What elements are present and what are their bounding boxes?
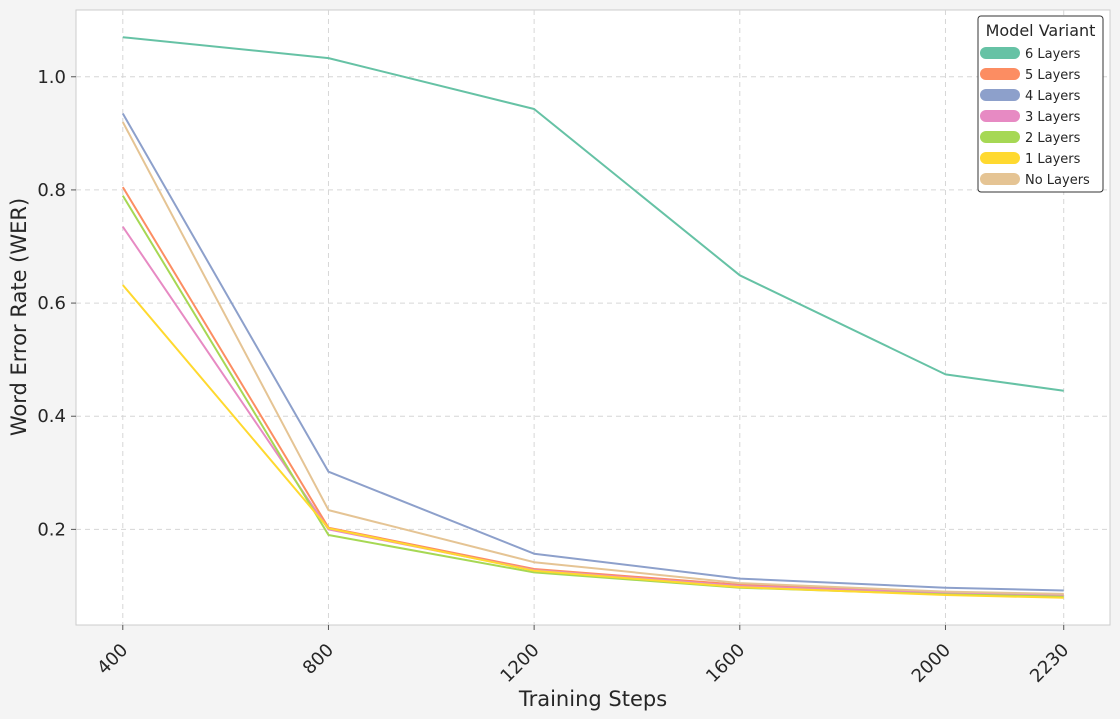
- y-axis-ticks: 0.2 0.4 0.6 0.8 1.0: [37, 67, 76, 540]
- y-axis-title: Word Error Rate (WER): [7, 198, 31, 436]
- y-tick-label: 1.0: [37, 67, 66, 88]
- series-line-no-layers: [121, 121, 1064, 595]
- legend-label-no-layers: No Layers: [1025, 173, 1090, 188]
- y-tick-label: 0.6: [37, 293, 66, 314]
- legend-items: 6 Layers 5 Layers 4 Layers 3 Layers 2 Layers…: [980, 47, 1090, 188]
- legend-label-6-layers: 6 Layers: [1025, 47, 1081, 62]
- series-line-1-layers: [122, 284, 1064, 599]
- legend-label-4-layers: 4 Layers: [1025, 89, 1081, 104]
- legend: Model Variant 6 Layers 5 Layers 4 Layers 3 …: [977, 15, 1104, 193]
- plot-area: [75, 9, 1111, 626]
- legend-label-3-layers: 3 Layers: [1025, 110, 1081, 125]
- legend-label-5-layers: 5 Layers: [1025, 68, 1081, 83]
- legend-label-1-layers: 1 Layers: [1025, 152, 1081, 167]
- x-axis-title: Training Steps: [518, 687, 667, 711]
- legend-label-2-layers: 2 Layers: [1025, 131, 1081, 146]
- legend-title: Model Variant: [986, 21, 1096, 40]
- series-line-6-layers: [122, 36, 1064, 392]
- y-tick-label: 0.8: [37, 180, 66, 201]
- y-tick-label: 0.2: [37, 519, 66, 540]
- series-line-4-layers: [121, 113, 1064, 592]
- y-tick-label: 0.4: [37, 406, 66, 427]
- series-layer: [121, 36, 1064, 599]
- grid: [76, 10, 1110, 625]
- legend-box: [977, 15, 1104, 193]
